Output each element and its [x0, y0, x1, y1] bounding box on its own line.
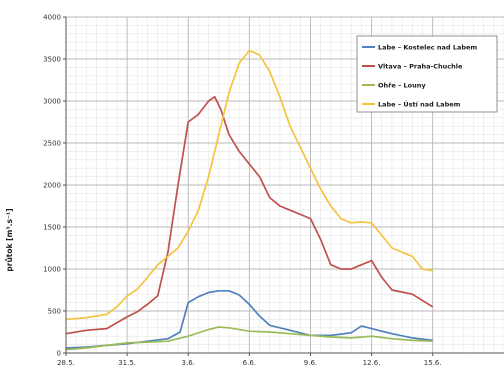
axes	[63, 16, 504, 356]
x-tick-label: 12.6.	[363, 359, 381, 367]
y-tick-label: 4000	[43, 14, 61, 22]
legend-label-4: Labe – Ústí nad Labem	[378, 100, 461, 109]
series-line-1	[65, 289, 433, 349]
y-axis-title: průtok [m³.s⁻¹]	[5, 208, 14, 271]
y-tick-label: 3000	[43, 98, 61, 106]
y-tick-label: 1000	[43, 266, 61, 274]
legend-label-3: Ohře – Louny	[378, 82, 426, 90]
series-layer	[65, 49, 434, 351]
y-tick-label: 1500	[43, 224, 61, 232]
x-tick-label: 3.6.	[182, 359, 195, 367]
legend-label-2: Vltava – Praha-Chuchle	[378, 63, 463, 71]
y-tick-label: 0	[57, 350, 61, 358]
y-tick-label: 3500	[43, 56, 61, 64]
y-tick-label: 2000	[43, 182, 61, 190]
x-tick-label: 9.6.	[304, 359, 317, 367]
y-tick-labels: 0 500 1000 1500 2000 2500 3000 3500 4000	[43, 14, 61, 358]
series-line-4	[65, 49, 433, 321]
x-tick-labels: 28.5. 31.5. 3.6. 6.6. 9.6. 12.6. 15.6.	[57, 359, 442, 367]
legend-label-1: Labe – Kostelec nad Labem	[378, 44, 477, 52]
x-tick-label: 6.6.	[243, 359, 256, 367]
x-tick-label: 28.5.	[57, 359, 75, 367]
y-tick-label: 500	[48, 308, 61, 316]
series-line-2	[65, 95, 434, 335]
x-tick-label: 31.5.	[118, 359, 136, 367]
y-tick-label: 2500	[43, 140, 61, 148]
legend: Labe – Kostelec nad Labem Vltava – Praha-…	[356, 35, 498, 113]
series-line-3	[65, 326, 433, 351]
x-tick-label: 15.6.	[424, 359, 442, 367]
legend-box	[356, 35, 498, 113]
